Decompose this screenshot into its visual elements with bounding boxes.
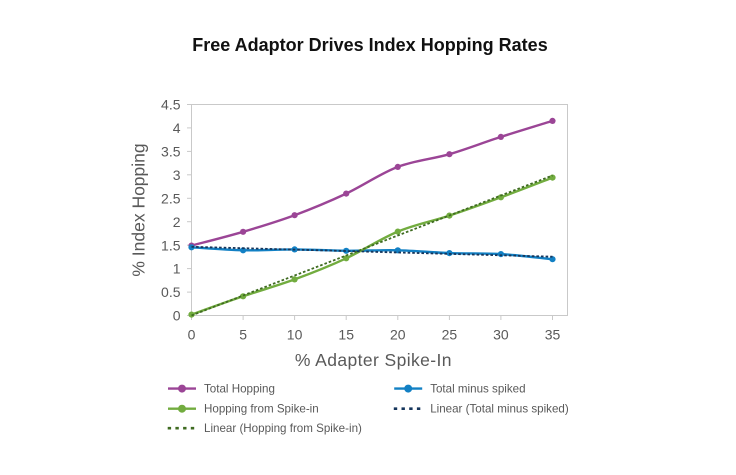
svg-text:Hopping from Spike-in: Hopping from Spike-in xyxy=(204,403,319,416)
svg-text:10: 10 xyxy=(287,326,303,342)
svg-text:% Index Hopping: % Index Hopping xyxy=(129,143,149,276)
svg-text:Free Adaptor Drives Index Hopp: Free Adaptor Drives Index Hopping Rates xyxy=(192,35,547,55)
svg-text:20: 20 xyxy=(390,326,406,342)
svg-text:1.5: 1.5 xyxy=(161,237,181,253)
svg-text:5: 5 xyxy=(239,326,247,342)
svg-text:25: 25 xyxy=(442,326,458,342)
svg-text:3.5: 3.5 xyxy=(161,144,181,160)
svg-text:4: 4 xyxy=(173,120,181,136)
svg-text:30: 30 xyxy=(493,326,509,342)
svg-text:1: 1 xyxy=(173,261,181,277)
svg-text:2.5: 2.5 xyxy=(161,190,181,206)
svg-text:0.5: 0.5 xyxy=(161,284,181,300)
svg-text:3: 3 xyxy=(173,167,181,183)
svg-text:Linear (Total minus spiked): Linear (Total minus spiked) xyxy=(430,403,569,416)
svg-text:Total minus spiked: Total minus spiked xyxy=(430,383,525,396)
svg-text:0: 0 xyxy=(188,326,196,342)
svg-text:Linear (Hopping from Spike-in): Linear (Hopping from Spike-in) xyxy=(204,422,362,435)
svg-text:2: 2 xyxy=(173,214,181,230)
svg-text:35: 35 xyxy=(545,326,561,342)
svg-text:Total Hopping: Total Hopping xyxy=(204,383,275,396)
svg-text:% Adapter Spike-In: % Adapter Spike-In xyxy=(295,350,452,370)
svg-text:4.5: 4.5 xyxy=(161,97,181,113)
svg-text:0: 0 xyxy=(173,308,181,324)
svg-text:15: 15 xyxy=(338,326,354,342)
